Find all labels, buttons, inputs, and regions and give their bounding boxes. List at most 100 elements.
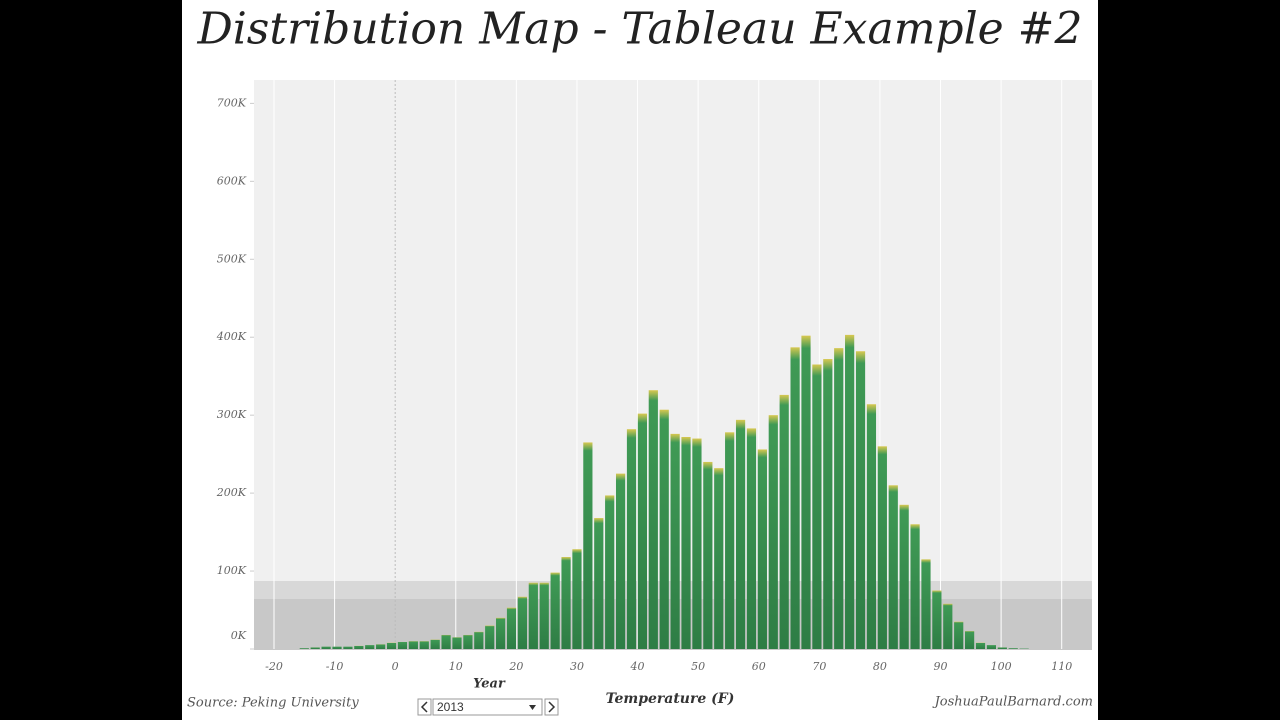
- bar: [703, 461, 713, 649]
- year-value: 2013: [437, 700, 464, 714]
- bar: [888, 485, 898, 649]
- bar: [932, 590, 942, 649]
- x-axis-label: Temperature (F): [606, 691, 735, 707]
- bar: [986, 645, 997, 649]
- bar: [801, 335, 811, 649]
- bar: [735, 419, 746, 649]
- bar: [910, 524, 920, 649]
- bar: [965, 631, 975, 649]
- x-tick-label: 80: [873, 660, 887, 673]
- bar: [310, 647, 320, 649]
- x-tick-label: 50: [691, 660, 705, 673]
- bar: [463, 634, 473, 649]
- bar: [812, 364, 822, 649]
- bar: [332, 646, 342, 649]
- bar: [474, 631, 484, 649]
- bar: [757, 449, 767, 649]
- y-tick-label: 700K: [217, 96, 247, 109]
- dropdown-icon: [529, 705, 536, 710]
- bar: [354, 645, 364, 649]
- bar: [997, 647, 1007, 649]
- bar: [441, 634, 451, 649]
- bar: [615, 473, 626, 649]
- bar: [659, 409, 669, 649]
- y-tick-label: 0K: [231, 629, 247, 642]
- chart-title: Distribution Map - Tableau Example #2: [196, 4, 1082, 55]
- bar: [550, 572, 560, 649]
- bar: [506, 607, 517, 649]
- bar: [343, 646, 353, 649]
- bar: [386, 642, 397, 649]
- y-tick-label: 600K: [217, 174, 247, 187]
- filter-label: Year: [473, 677, 506, 692]
- bar: [517, 596, 528, 649]
- bar: [605, 495, 615, 649]
- bar: [975, 642, 986, 649]
- prev-button[interactable]: [417, 698, 432, 716]
- x-tick-label: 40: [630, 660, 645, 673]
- bar: [637, 413, 648, 649]
- x-tick-label: 0: [392, 660, 399, 673]
- bar: [321, 646, 331, 649]
- x-tick-label: -20: [265, 660, 283, 673]
- x-tick-label: 70: [812, 660, 826, 673]
- bar: [834, 348, 844, 649]
- next-button[interactable]: [544, 698, 559, 716]
- y-tick-label: 500K: [217, 252, 247, 265]
- bar: [539, 582, 549, 649]
- bar: [1008, 648, 1018, 649]
- bar: [397, 641, 408, 649]
- bar: [692, 438, 702, 649]
- bar: [714, 468, 724, 649]
- y-tick-label: 300K: [217, 408, 247, 421]
- x-tick-label: 90: [934, 660, 948, 673]
- bar: [866, 404, 877, 649]
- bars: [299, 334, 1029, 649]
- next-icon: [548, 701, 556, 713]
- grid: [250, 80, 1063, 650]
- source: Source: Peking University: [187, 696, 359, 711]
- x-tick-label: 20: [508, 660, 523, 673]
- bar: [430, 639, 440, 649]
- bar: [572, 549, 582, 649]
- bar: [790, 347, 800, 649]
- bar: [670, 433, 680, 649]
- bar: [845, 334, 855, 649]
- x-tick-label: 60: [752, 660, 766, 673]
- x-tick-label: 30: [570, 660, 584, 673]
- bar: [365, 645, 375, 649]
- bar: [408, 641, 418, 649]
- bar: [583, 442, 593, 649]
- bar: [681, 436, 691, 649]
- x-tick-label: 100: [991, 660, 1012, 673]
- bar: [528, 582, 538, 649]
- year-dropdown[interactable]: [432, 698, 543, 716]
- bar: [419, 641, 429, 649]
- bar: [485, 625, 495, 649]
- prev-icon: [420, 701, 428, 713]
- bar: [954, 621, 964, 649]
- bar: [921, 559, 931, 649]
- bar: [561, 557, 571, 649]
- bar: [768, 415, 778, 649]
- y-tick-label: 200K: [216, 486, 247, 499]
- bar: [496, 617, 506, 649]
- bar: [855, 351, 866, 649]
- bar: [823, 359, 833, 649]
- bar: [626, 429, 637, 649]
- bar: [779, 394, 789, 649]
- bar: [746, 428, 757, 649]
- credit: JoshuaPaulBarnard.com: [932, 695, 1093, 710]
- bar: [943, 603, 953, 649]
- bar: [725, 432, 735, 649]
- bar: [648, 390, 658, 649]
- x-tick-label: -10: [326, 660, 344, 673]
- bar: [877, 446, 887, 649]
- year-filter[interactable]: 2013: [417, 698, 559, 716]
- bar: [899, 504, 909, 649]
- y-tick-label: 400K: [216, 330, 247, 343]
- bar: [594, 518, 604, 649]
- bar: [299, 648, 309, 649]
